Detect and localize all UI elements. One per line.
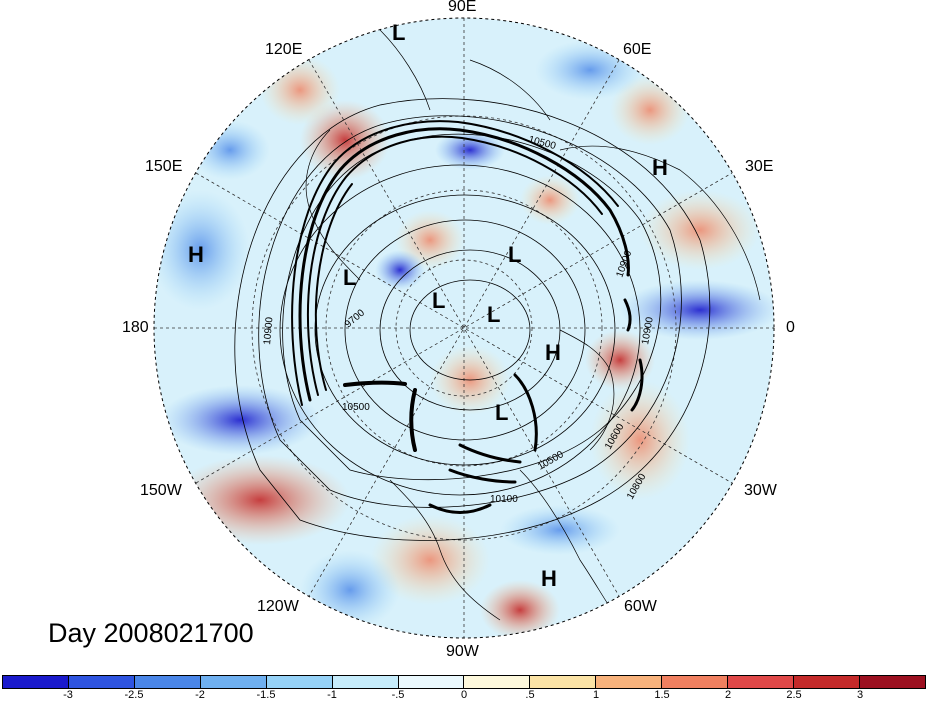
low-pressure-center: L <box>508 242 521 267</box>
colorbar-tick-label: -2.5 <box>124 689 144 701</box>
colorbar-tick-label: .5 <box>525 689 535 701</box>
contour-label: 10500 <box>342 402 370 413</box>
colorbar-swatch <box>596 676 663 688</box>
colorbar-tick-label: 0 <box>460 689 468 701</box>
longitude-label-30e: 30E <box>745 158 774 175</box>
colorbar-swatch <box>530 676 597 688</box>
colorbar-swatch <box>398 676 465 688</box>
date-title: Day 2008021700 <box>48 618 254 648</box>
colorbar-swatch <box>3 676 69 688</box>
longitude-label-30w: 30W <box>744 482 777 499</box>
high-pressure-center: H <box>188 242 204 267</box>
high-pressure-center: H <box>541 566 557 591</box>
pressure-center-group: L L L L L L H H H H <box>188 20 668 591</box>
high-pressure-center: H <box>652 155 668 180</box>
colorbar-tick-label: 2.5 <box>786 689 802 701</box>
colorbar-swatch <box>68 676 135 688</box>
low-pressure-center: L <box>432 288 445 313</box>
colorbar-swatch <box>464 676 531 688</box>
low-pressure-center: L <box>392 20 405 45</box>
colorbar-tick-label: 1.5 <box>654 689 670 701</box>
longitude-label-90w: 90W <box>446 643 479 660</box>
longitude-label-60w: 60W <box>624 598 657 615</box>
jet-stream-contours <box>291 120 644 514</box>
colorbar-swatch <box>794 676 860 688</box>
colorbar-swatch <box>662 676 729 688</box>
longitude-label-90e: 90E <box>448 0 477 15</box>
map-boundary <box>153 17 775 639</box>
longitude-label-60e: 60E <box>623 41 652 58</box>
colorbar-tick-label: -3 <box>63 689 73 701</box>
colorbar-swatch <box>859 676 925 688</box>
colorbar-swatch <box>134 676 201 688</box>
longitude-label-180: 180 <box>122 319 149 336</box>
contour-label: 10100 <box>490 494 518 505</box>
colorbar-tick-label: 3 <box>856 689 864 701</box>
colorbar-swatch <box>332 676 399 688</box>
colorbar-tick-label: 2 <box>724 689 732 701</box>
colorbar-tick-label: -.5 <box>391 689 405 701</box>
longitude-label-0: 0 <box>786 319 795 336</box>
low-pressure-center: L <box>495 400 508 425</box>
height-contours <box>234 98 711 541</box>
colorbar-swatch <box>728 676 795 688</box>
colorbar <box>2 675 926 689</box>
colorbar-tick-label: -2 <box>195 689 205 701</box>
longitude-label-150w: 150W <box>140 482 182 499</box>
longitude-label-150e: 150E <box>145 158 183 175</box>
high-pressure-center: H <box>545 340 561 365</box>
graticule <box>154 18 774 638</box>
colorbar-swatch <box>200 676 267 688</box>
contour-label: 10900 <box>262 316 275 345</box>
colorbar-tick-label: 1 <box>592 689 600 701</box>
colorbar-swatch <box>266 676 333 688</box>
colorbar-tick-label: -1 <box>327 689 337 701</box>
anomaly-field <box>154 18 774 638</box>
low-pressure-center: L <box>487 302 500 327</box>
colorbar-tick-label: -1.5 <box>256 689 276 701</box>
low-pressure-center: L <box>343 265 356 290</box>
longitude-label-120w: 120W <box>257 598 299 615</box>
longitude-label-120e: 120E <box>265 41 303 58</box>
contour-label: 10900 <box>640 316 656 346</box>
